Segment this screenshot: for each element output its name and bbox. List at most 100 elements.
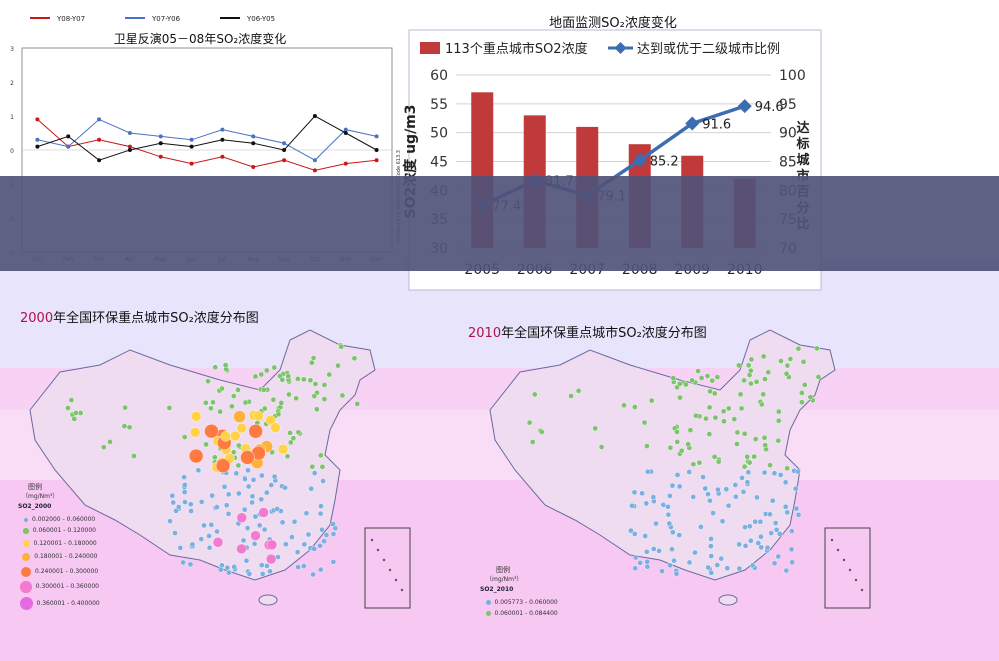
data-point-y06-y05 xyxy=(189,144,194,149)
legend-swatch-2000 xyxy=(22,540,30,547)
data-point-y07-y06 xyxy=(35,137,40,142)
legend-swatch-bar xyxy=(420,42,440,54)
legend-label-2000: 0.240001 - 0.300000 xyxy=(35,567,99,575)
legend-label-2010: 0.060001 - 0.084400 xyxy=(494,609,558,617)
legend-item-2010: 0.005773 - 0.060000 xyxy=(480,597,570,608)
legend-title-2010: 图例 xyxy=(496,566,510,574)
legend-item-2000: 0.240001 - 0.300000 xyxy=(18,564,108,579)
y2-tick-label: 95 xyxy=(779,97,797,113)
data-point-y07-y06 xyxy=(127,131,132,135)
legend-item-2000: 0.180001 - 0.240000 xyxy=(18,550,108,564)
y2-axis-label-char: 城 xyxy=(796,152,809,168)
legend-label-y06-y05: Y06-Y05 xyxy=(246,15,275,23)
y-tick-label: 60 xyxy=(430,68,448,84)
map-title-text-2000: 年全国环保重点城市SO₂浓度分布图 xyxy=(53,311,259,326)
y-tick-label: 3 xyxy=(10,46,14,53)
data-point-y07-y06 xyxy=(374,134,379,139)
data-point-y08-y07 xyxy=(251,165,256,169)
data-point-y08-y07 xyxy=(312,168,317,173)
satellite-chart-title: 卫星反演05－08年SO₂浓度变化 xyxy=(114,31,286,46)
data-point-y08-y07 xyxy=(35,117,40,122)
y-tick-label: 45 xyxy=(430,155,448,171)
map-title-text-2010: 年全国环保重点城市SO₂浓度分布图 xyxy=(501,326,707,341)
data-point-y07-y06 xyxy=(158,134,163,139)
map-legend-2000: 图例 （mg/Nm³） SO2_2000 0.002000 - 0.060000… xyxy=(18,482,108,612)
data-point-y06-y05 xyxy=(158,141,163,146)
legend-title-2000: 图例 xyxy=(28,483,42,491)
data-point-y06-y05 xyxy=(127,148,132,152)
y-tick-label: 0 xyxy=(10,148,14,155)
y2-axis-label-char: 标 xyxy=(795,136,809,152)
y2-tick-label: 85 xyxy=(779,155,797,171)
legend-swatch-2000 xyxy=(20,581,32,593)
legend-swatch-2000 xyxy=(24,517,28,522)
data-point-y07-y06 xyxy=(282,141,287,146)
legend-label-2000: 0.300001 - 0.360000 xyxy=(35,583,99,590)
data-point-y07-y06 xyxy=(312,158,317,163)
legend-layer-2010: SO2_2010 xyxy=(480,586,514,593)
y2-tick-label: 100 xyxy=(779,68,806,84)
legend-label-2000: 0.060001 - 0.120000 xyxy=(32,527,96,534)
data-point-y06-y05 xyxy=(374,148,379,152)
data-point-y08-y07 xyxy=(127,144,132,149)
legend-swatch-2000 xyxy=(21,552,31,562)
compliance-point xyxy=(737,99,752,114)
legend-item-2000: 0.300001 - 0.360000 xyxy=(18,579,108,595)
y-tick-label: 55 xyxy=(430,97,448,113)
compliance-point xyxy=(632,153,647,168)
legend-item-2000: 0.360001 - 0.400000 xyxy=(18,595,108,612)
y-tick-label: 1 xyxy=(10,114,14,121)
legend-unit-2000: （mg/Nm³） xyxy=(22,493,59,500)
data-point-y07-y06 xyxy=(343,127,348,132)
compliance-point xyxy=(685,116,700,131)
y-tick-label: 2 xyxy=(10,80,14,87)
legend-label-2010: 0.005773 - 0.060000 xyxy=(494,598,558,606)
legend-label-2000: 0.120001 - 0.180000 xyxy=(33,539,97,547)
y2-axis-label-char: 达 xyxy=(796,120,809,136)
legend-swatch-2010 xyxy=(485,611,491,616)
compliance-data-label: 85.2 xyxy=(650,154,679,169)
data-point-y08-y07 xyxy=(282,158,287,163)
data-point-y07-y06 xyxy=(97,117,102,122)
legend-layer-2000: SO2_2000 xyxy=(18,503,52,510)
legend-label-y07-y06: Y07-Y06 xyxy=(151,15,181,23)
legend-label-bar: 113个重点城市SO2浓度 xyxy=(445,41,588,57)
y-tick-label: 50 xyxy=(430,126,448,142)
map-legend-2010: 图例 （mg/Nm³） SO2_2010 0.005773 - 0.060000… xyxy=(480,565,570,619)
data-point-y08-y07 xyxy=(158,154,163,159)
data-point-y08-y07 xyxy=(97,137,102,142)
ground-chart-title: 地面监测SO₂浓度变化 xyxy=(549,15,677,31)
series-line-y07-y06 xyxy=(37,118,377,161)
data-point-y07-y06 xyxy=(189,137,194,142)
data-point-y06-y05 xyxy=(343,131,348,135)
data-point-y06-y05 xyxy=(97,158,102,163)
data-point-y06-y05 xyxy=(66,134,71,139)
data-point-y07-y06 xyxy=(251,134,256,139)
data-point-y06-y05 xyxy=(35,144,40,149)
series-line-y06-y05 xyxy=(37,115,377,161)
legend-item-2010: 0.060001 - 0.084400 xyxy=(480,608,570,619)
legend-swatch-2000 xyxy=(21,566,31,577)
legend-label-line: 达到或优于二级城市比例 xyxy=(637,41,780,57)
legend-item-2000: 0.120001 - 0.180000 xyxy=(18,537,108,550)
data-point-y07-y06 xyxy=(220,127,225,132)
data-point-y06-y05 xyxy=(251,141,256,146)
data-point-y06-y05 xyxy=(282,148,287,152)
legend-marker-line xyxy=(614,42,627,54)
legend-label-2000: 0.180001 - 0.240000 xyxy=(34,553,98,560)
map-year-2000: 2000 xyxy=(20,311,54,326)
overlay-band-dark xyxy=(0,176,999,271)
map-year-2010: 2010 xyxy=(468,326,502,341)
y2-tick-label: 90 xyxy=(779,126,797,142)
compliance-data-label: 91.6 xyxy=(702,117,731,132)
legend-swatch-2010 xyxy=(485,600,491,605)
data-point-y07-y06 xyxy=(66,144,71,149)
compliance-data-label: 94.6 xyxy=(755,100,784,115)
data-point-y06-y05 xyxy=(220,137,225,142)
legend-item-2000: 0.002000 - 0.060000 xyxy=(18,514,108,525)
legend-label-2000: 0.002000 - 0.060000 xyxy=(32,515,96,523)
legend-swatch-2000 xyxy=(23,528,29,534)
legend-label-y08-y07: Y08-Y07 xyxy=(56,15,85,23)
data-point-y08-y07 xyxy=(343,161,348,166)
map-title-2010: 2010年全国环保重点城市SO₂浓度分布图 xyxy=(468,322,707,341)
